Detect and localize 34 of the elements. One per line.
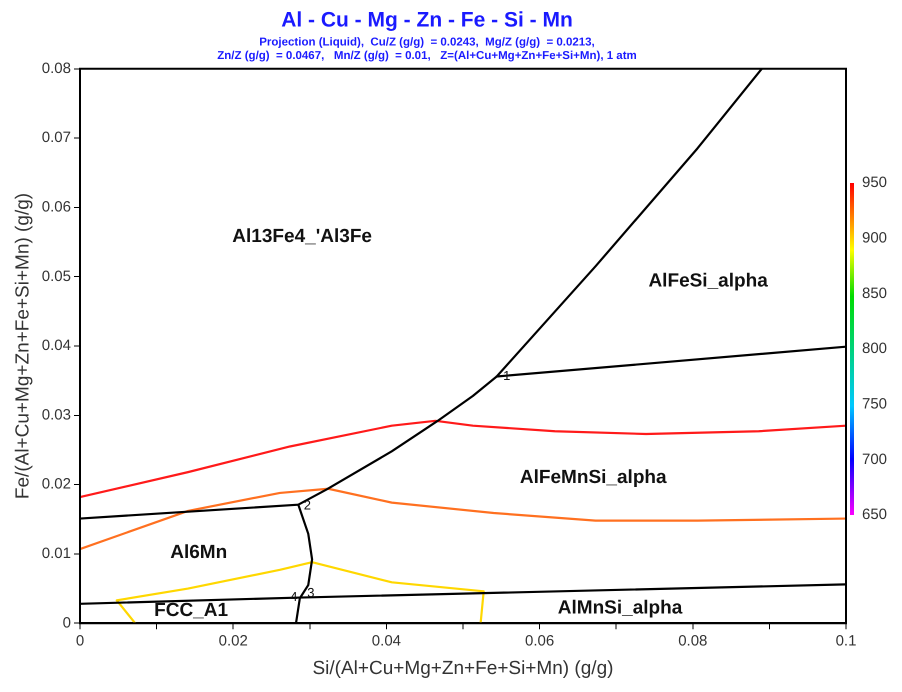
annotation: FCC_A1 [154, 600, 228, 622]
annotation: Al13Fe4_'Al3Fe [232, 226, 372, 247]
annotation: Al6Mn [170, 542, 228, 563]
color-bar-label: 900 [862, 229, 888, 246]
y-tick-label: 0 [62, 614, 71, 632]
y-tick-label: 0.01 [42, 545, 71, 562]
annotation: AlFeMnSi_alpha [520, 467, 668, 488]
x-tick-label: 0 [76, 632, 84, 650]
color-bar-label: 650 [862, 506, 888, 524]
y-tick-label: 0.07 [42, 129, 71, 146]
chart-title: Al - Cu - Mg - Zn - Fe - Si - Mn [281, 8, 573, 32]
color-bar-label: 750 [862, 395, 888, 412]
y-tick-label: 0.02 [42, 476, 71, 493]
annotation: 3 [307, 585, 314, 600]
color-bar-label: 800 [862, 340, 888, 358]
annotation: AlMnSi_alpha [558, 597, 683, 618]
y-axis-title: Fe/(Al+Cu+Mg+Zn+Fe+Si+Mn) (g/g) [12, 192, 34, 500]
chart-subtitle: Projection (Liquid), Cu/Z (g/g) = 0.0243, Mg/Z (g/g) = 0.0213, Zn/Z (g/g) = 0.0467, Mn/Z (g/g) = 0.01, Z=(Al+Cu+Mg+Zn+Fe+Si+Mn), 1 atm [217, 36, 637, 62]
color-bar-label: 850 [862, 284, 888, 302]
y-tick-label: 0.03 [42, 406, 71, 424]
x-tick-label: 0.06 [524, 632, 554, 650]
x-tick-label: 0.02 [218, 632, 248, 650]
color-bar-label: 700 [862, 450, 888, 468]
y-tick-label: 0.05 [42, 268, 71, 285]
annotation: 2 [304, 497, 311, 512]
y-tick-label: 0.08 [42, 60, 71, 77]
y-tick-label: 0.06 [42, 198, 71, 216]
color-bar-label: 950 [862, 174, 888, 192]
x-axis-title: Si/(Al+Cu+Mg+Zn+Fe+Si+Mn) (g/g) [312, 658, 614, 679]
y-tick-label: 0.04 [42, 337, 71, 354]
x-tick-label: 0.04 [372, 632, 401, 650]
x-tick-label: 0.08 [678, 632, 708, 650]
annotation: AlFeSi_alpha [648, 270, 768, 292]
x-tick-label: 0.1 [836, 632, 856, 650]
